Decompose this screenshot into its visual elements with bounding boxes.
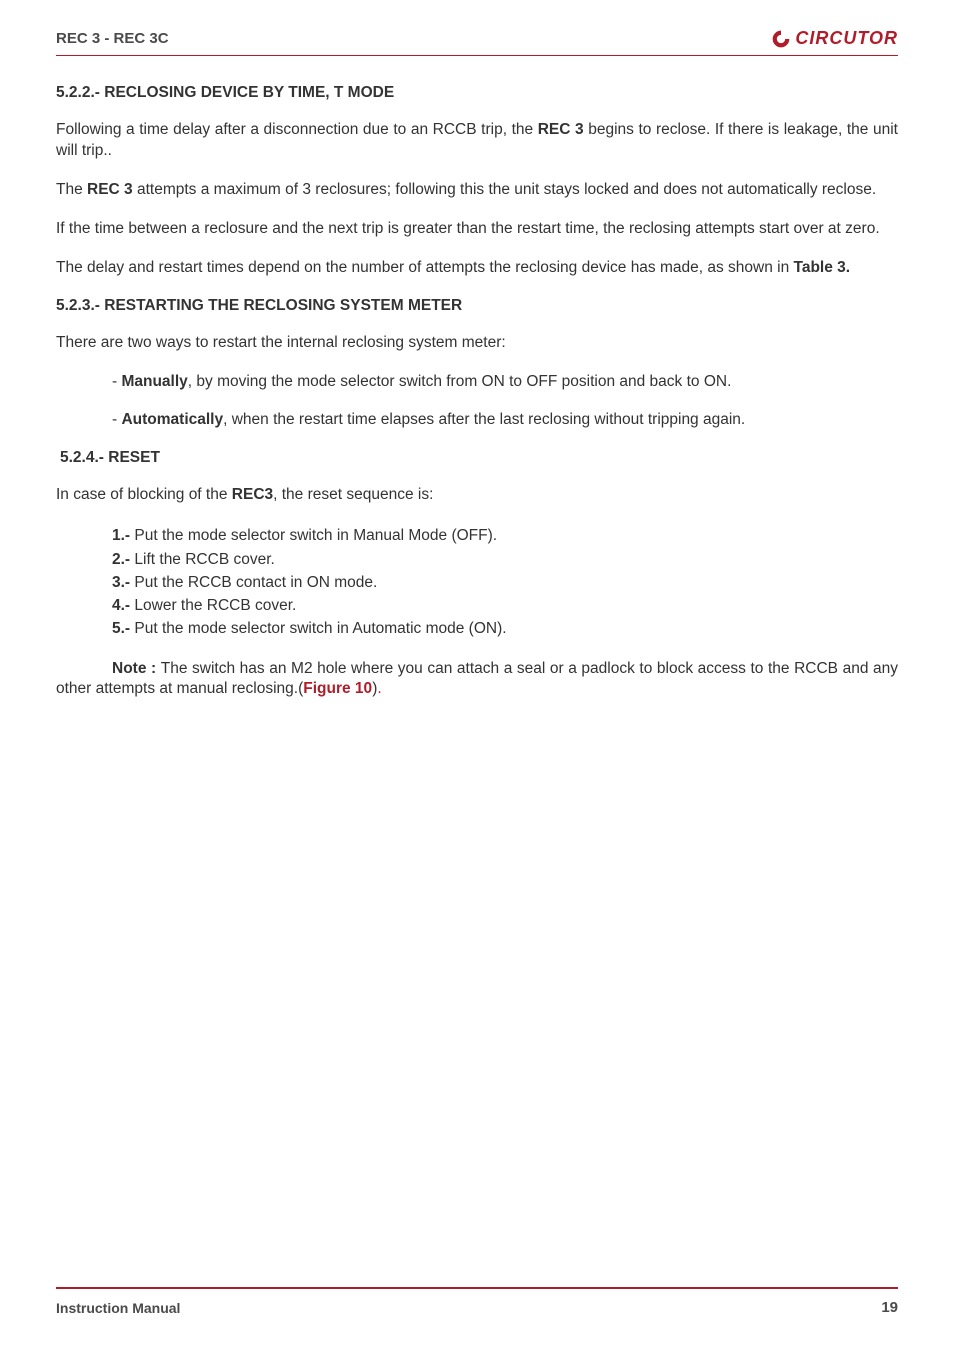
- text: In case of blocking of the: [56, 486, 232, 503]
- text-bold: Automatically: [121, 411, 223, 428]
- list-item: 3.- Put the RCCB contact in ON mode.: [56, 571, 898, 594]
- text: Following a time delay after a disconnec…: [56, 121, 538, 138]
- step-text: Put the mode selector switch in Automati…: [130, 620, 506, 637]
- step-num: 5.-: [112, 620, 130, 637]
- step-text: Put the mode selector switch in Manual M…: [130, 527, 497, 544]
- footer-doc-title: Instruction Manual: [56, 1300, 180, 1316]
- figure-ref: Figure 10: [303, 680, 372, 697]
- logo-text: CIRCUTOR: [795, 28, 898, 49]
- para-522-3: If the time between a reclosure and the …: [56, 219, 898, 240]
- heading-523: 5.2.3.- RESTARTING THE RECLOSING SYSTEM …: [56, 297, 898, 315]
- list-item: 2.- Lift the RCCB cover.: [56, 548, 898, 571]
- text: .: [377, 680, 381, 697]
- para-522-1: Following a time delay after a disconnec…: [56, 120, 898, 162]
- text: , when the restart time elapses after th…: [223, 411, 745, 428]
- page-footer: Instruction Manual 19: [56, 1287, 898, 1316]
- para-523-auto: - Automatically, when the restart time e…: [56, 410, 898, 431]
- text: attempts a maximum of 3 reclosures; foll…: [133, 181, 877, 198]
- note-text: The switch has an M2 hole where you can …: [56, 660, 898, 698]
- step-text: Lift the RCCB cover.: [130, 551, 275, 568]
- para-522-4: The delay and restart times depend on th…: [56, 258, 898, 279]
- header-title: REC 3 - REC 3C: [56, 30, 169, 47]
- text: , the reset sequence is:: [273, 486, 433, 503]
- page-number: 19: [881, 1299, 898, 1316]
- step-num: 2.-: [112, 551, 130, 568]
- list-item: 4.- Lower the RCCB cover.: [56, 594, 898, 617]
- text-bold: Manually: [121, 373, 187, 390]
- header-rule: [56, 55, 898, 56]
- text-bold: REC3: [232, 486, 273, 503]
- text: The delay and restart times depend on th…: [56, 259, 794, 276]
- para-522-2: The REC 3 attempts a maximum of 3 reclos…: [56, 180, 898, 201]
- brand-logo: CIRCUTOR: [771, 28, 898, 49]
- heading-524: 5.2.4.- RESET: [60, 449, 898, 467]
- para-524-note: Note : The switch has an M2 hole where y…: [56, 659, 898, 701]
- text-bold: REC 3: [538, 121, 584, 138]
- reset-steps: 1.- Put the mode selector switch in Manu…: [56, 524, 898, 640]
- step-text: Put the RCCB contact in ON mode.: [130, 574, 377, 591]
- list-item: 1.- Put the mode selector switch in Manu…: [56, 524, 898, 547]
- note-label: Note :: [112, 660, 161, 677]
- para-523-manual: - Manually, by moving the mode selector …: [56, 372, 898, 393]
- footer-rule: [56, 1287, 898, 1289]
- text: , by moving the mode selector switch fro…: [188, 373, 732, 390]
- step-num: 1.-: [112, 527, 130, 544]
- para-523-intro: There are two ways to restart the intern…: [56, 333, 898, 354]
- circutor-icon: [771, 29, 791, 49]
- page-header: REC 3 - REC 3C CIRCUTOR: [56, 28, 898, 49]
- list-item: 5.- Put the mode selector switch in Auto…: [56, 617, 898, 640]
- text: The: [56, 181, 87, 198]
- step-text: Lower the RCCB cover.: [130, 597, 296, 614]
- heading-522: 5.2.2.- RECLOSING DEVICE BY TIME, T MODE: [56, 84, 898, 102]
- para-524-intro: In case of blocking of the REC3, the res…: [56, 485, 898, 506]
- text-bold: REC 3: [87, 181, 133, 198]
- step-num: 4.-: [112, 597, 130, 614]
- text-bold: Table 3.: [794, 259, 851, 276]
- step-num: 3.-: [112, 574, 130, 591]
